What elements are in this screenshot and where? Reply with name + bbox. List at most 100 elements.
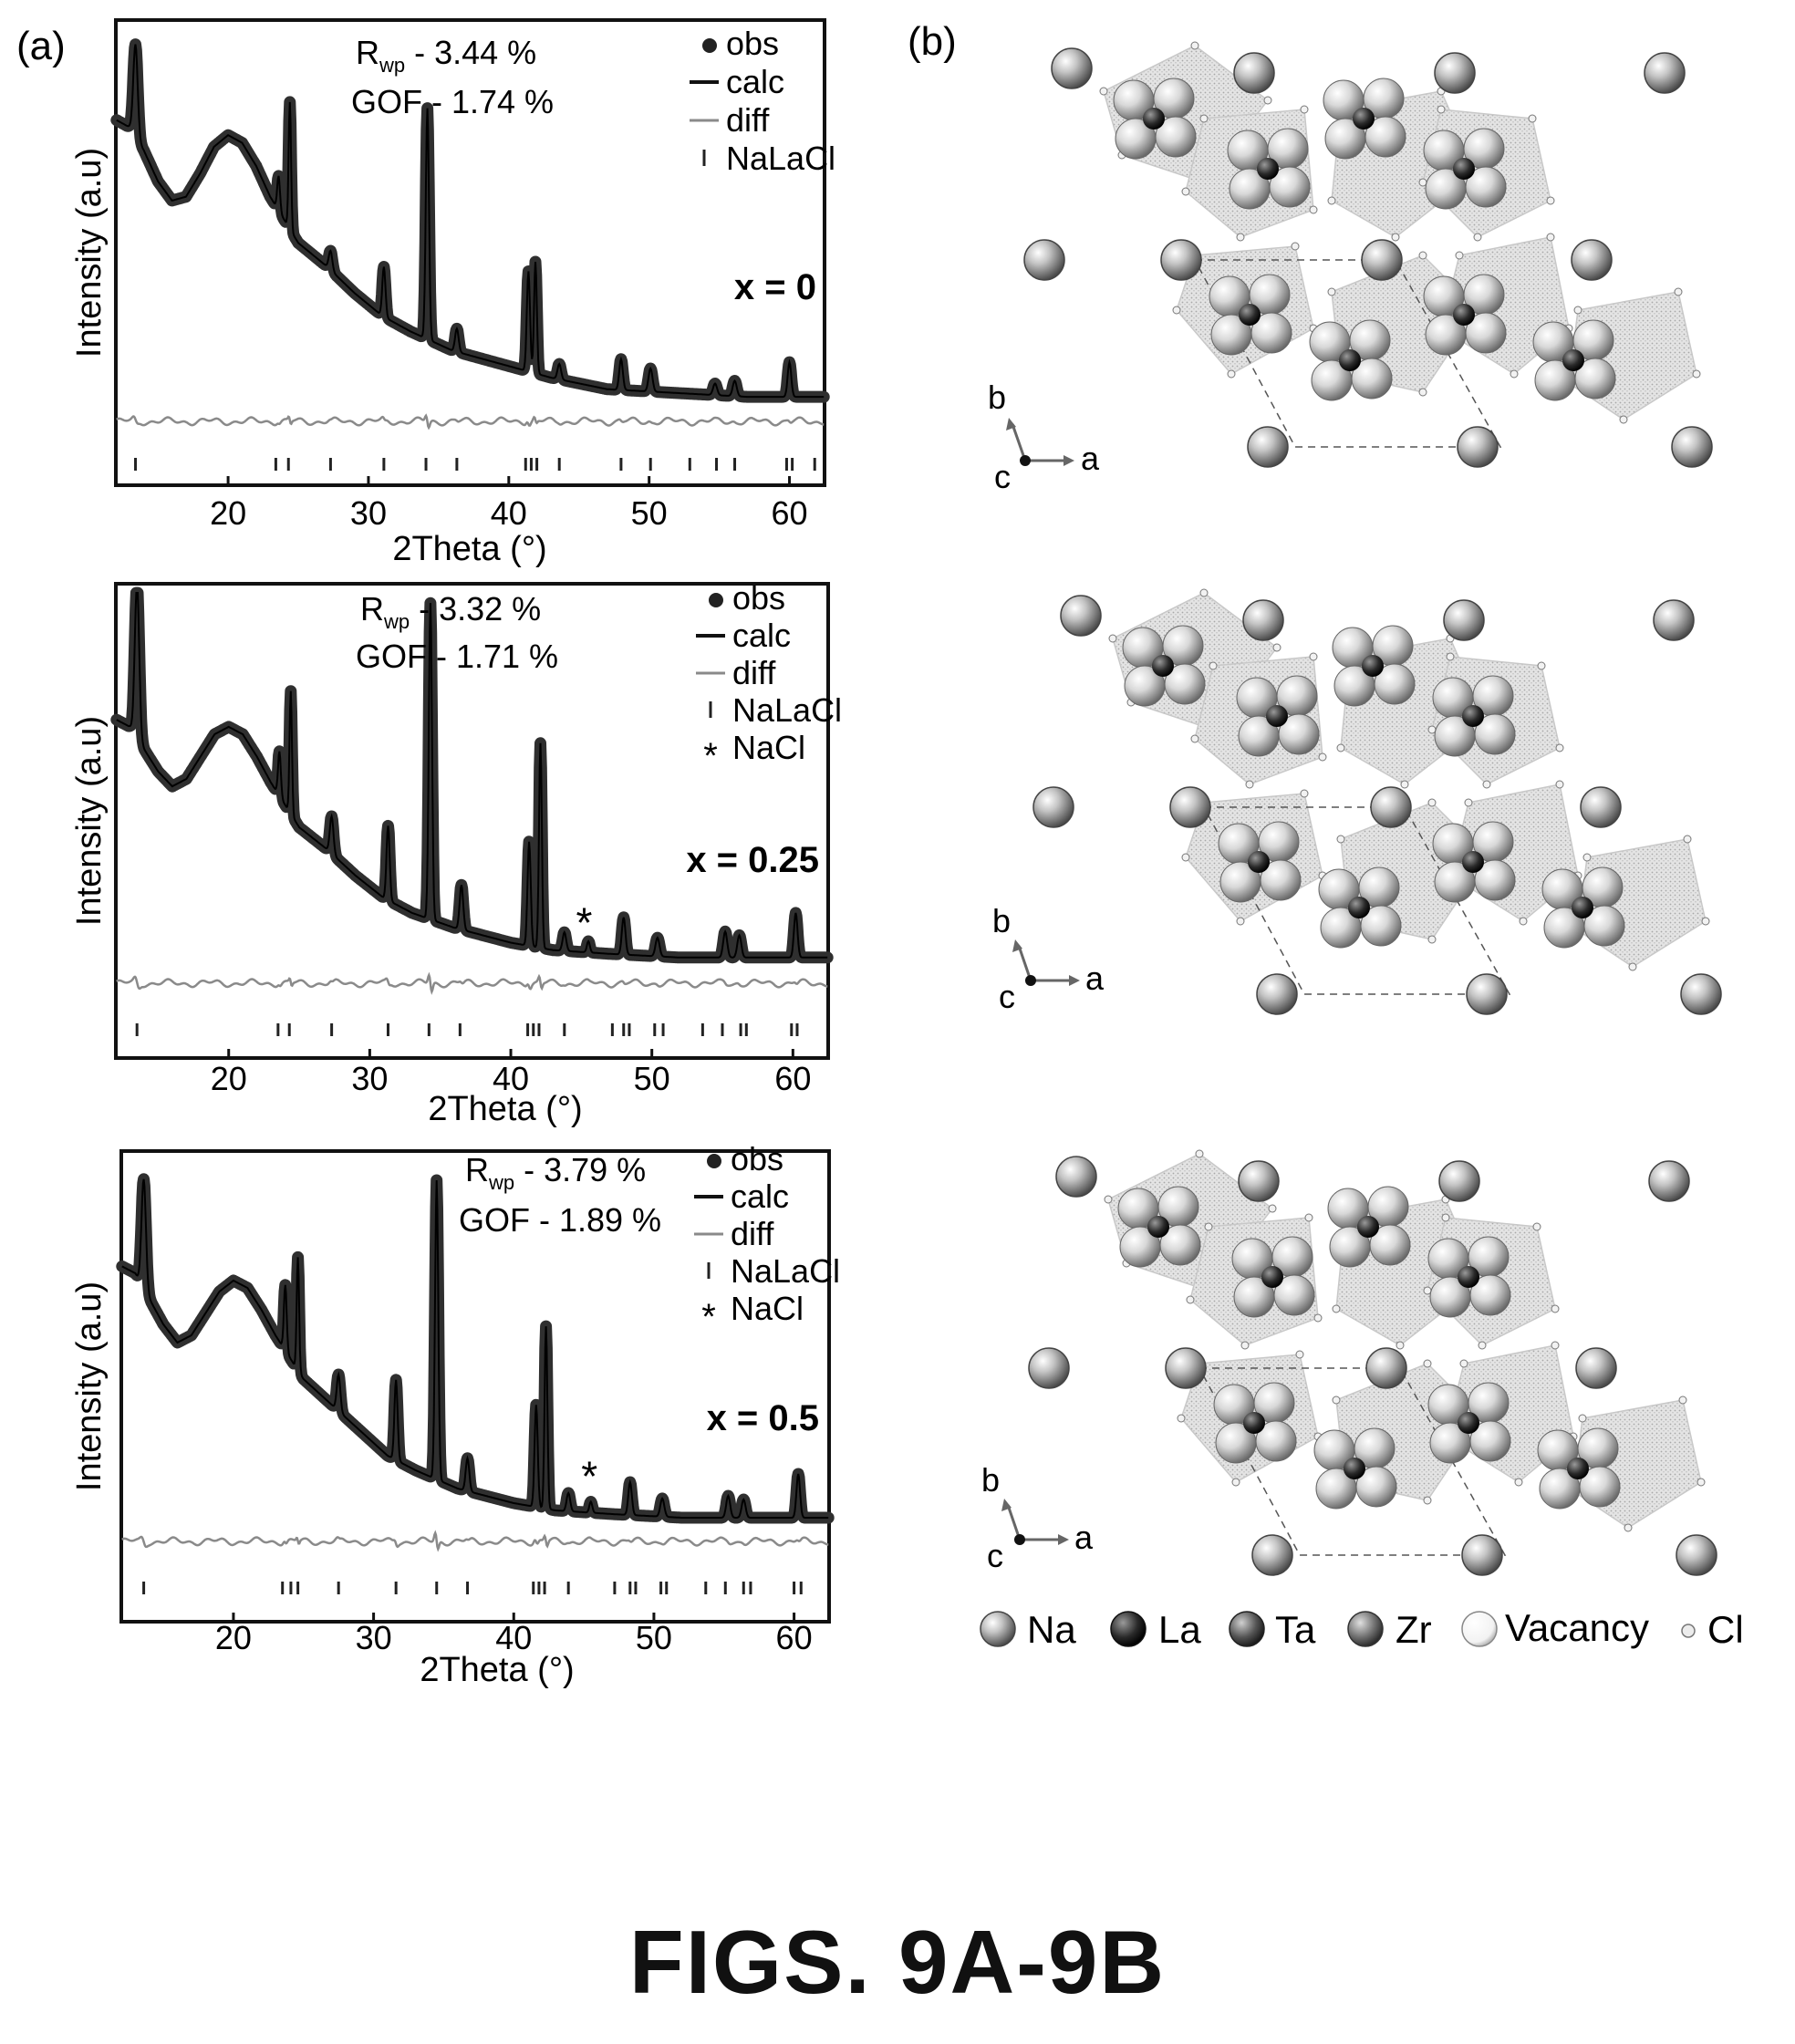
x-tick-label: 20: [211, 1060, 247, 1097]
cl-atom-icon: [1437, 105, 1446, 114]
x-tick-label: 20: [215, 1619, 252, 1656]
cl-atom-icon: [1190, 734, 1199, 743]
impurity-star-marker: *: [581, 1453, 597, 1500]
cl-atom-icon: [1309, 652, 1318, 661]
x-axis-label: 2Theta (°): [420, 1651, 574, 1689]
vacancy-atom-icon: [1374, 663, 1416, 705]
b-axis-label: b: [992, 902, 1011, 939]
diff-series: [121, 1530, 829, 1552]
na-atom-icon: [1361, 239, 1403, 281]
b-arrow-head: [1012, 939, 1022, 952]
na-atom-icon: [1256, 973, 1298, 1015]
cl-atom-icon: [1190, 41, 1199, 50]
c-axis-label: c: [999, 978, 1015, 1015]
cl-atom-icon: [1546, 233, 1555, 242]
la-atom-icon: [1348, 897, 1370, 918]
b-arrow-head: [1006, 418, 1016, 431]
cl-atom-icon: [1455, 251, 1464, 260]
cl-atom-icon: [1304, 1213, 1313, 1222]
cl-atom-icon: [1104, 1195, 1113, 1204]
x-tick-label: 40: [491, 494, 527, 532]
legend-zr: Zr: [1347, 1608, 1432, 1651]
c-axis-dot: [1025, 975, 1036, 986]
a-arrow-head: [1058, 1534, 1069, 1545]
cl-atom-icon: [1313, 1313, 1323, 1323]
chart-frame: [114, 18, 826, 487]
la-atom-icon: [1362, 655, 1384, 677]
c-axis-label: c: [994, 458, 1011, 495]
na-atom-icon: [1461, 1534, 1503, 1576]
axis-triad-1: b c a: [988, 379, 1100, 495]
impurity-star-marker: *: [576, 899, 592, 947]
cl-atom-icon: [1236, 233, 1245, 242]
x-tick-label: 40: [495, 1619, 532, 1656]
la-atom-icon: [1147, 1216, 1169, 1238]
na-atom-icon: [1644, 52, 1686, 94]
vacancy-atom-icon: [1465, 166, 1507, 208]
vacancy-sphere-icon: [1461, 1611, 1498, 1647]
la-atom-icon: [1353, 108, 1375, 130]
na-atom-icon: [1370, 786, 1412, 828]
vacancy-atom-icon: [1273, 1274, 1315, 1316]
cl-atom-icon: [1300, 789, 1309, 798]
structure-view-1: [1023, 41, 1713, 468]
calc-series: [116, 44, 825, 399]
cl-atom-icon: [1327, 287, 1336, 296]
na-sphere-icon: [980, 1611, 1016, 1647]
vacancy-atom-icon: [1278, 713, 1320, 755]
cl-atom-icon: [1624, 1523, 1633, 1532]
la-atom-icon: [1339, 349, 1361, 371]
la-atom-icon: [1357, 1216, 1379, 1238]
obs-legend-dot-icon: [707, 1154, 721, 1168]
x-tick-label: 30: [356, 1619, 392, 1656]
cl-atom-icon: [1245, 780, 1254, 789]
x-tick-label: 50: [631, 494, 668, 532]
a-arrow-head: [1064, 455, 1074, 466]
cl-atom-icon: [1099, 87, 1108, 96]
na-atom-icon: [1434, 52, 1476, 94]
vacancy-atom-icon: [1369, 1224, 1411, 1266]
na-atom-icon: [1251, 1534, 1293, 1576]
cl-atom-icon: [1391, 233, 1400, 242]
cl-atom-icon: [1336, 835, 1345, 844]
cl-atom-icon: [1181, 187, 1190, 196]
legend-label: Cl: [1707, 1608, 1744, 1651]
cl-atom-icon: [1514, 1478, 1523, 1487]
vacancy-atom-icon: [1250, 312, 1292, 354]
cl-atom-icon: [1181, 853, 1190, 862]
na-atom-icon: [1457, 426, 1499, 468]
cl-atom-icon: [1327, 196, 1336, 205]
cl-atom-icon: [1291, 242, 1300, 251]
cl-atom-icon: [1240, 1341, 1250, 1350]
legend-ta: Ta: [1229, 1608, 1316, 1651]
b-axis-arrow: [1017, 945, 1032, 981]
legend-na: Na: [980, 1608, 1076, 1651]
na-atom-icon: [1238, 1160, 1280, 1202]
cl-atom-icon: [1696, 1478, 1706, 1487]
cl-atom-icon: [1473, 233, 1482, 242]
na-atom-icon: [1466, 973, 1508, 1015]
na-atom-icon: [1671, 426, 1713, 468]
legend-entry-label: NaLaCl: [732, 691, 842, 729]
legend-entry-label: calc: [732, 617, 791, 654]
stats-gof: GOF - 1.74 %: [351, 83, 554, 120]
vacancy-atom-icon: [1474, 713, 1516, 755]
cl-atom-icon: [1555, 780, 1564, 789]
cl-atom-icon: [1578, 1414, 1587, 1423]
cl-atom-icon: [1418, 388, 1427, 397]
cl-atom-icon: [1300, 105, 1309, 114]
cl-atom-icon: [1519, 917, 1528, 926]
na-atom-icon: [1165, 1347, 1207, 1389]
cl-atom-icon: [1195, 1149, 1204, 1158]
legend-cl: Cl: [1681, 1608, 1744, 1651]
na-atom-icon: [1676, 1534, 1717, 1576]
la-atom-icon: [1562, 349, 1584, 371]
cl-atom-icon: [1318, 752, 1327, 762]
cl-atom-icon: [1464, 798, 1473, 807]
cl-atom-icon: [1332, 1396, 1341, 1405]
cl-atom-icon: [1172, 306, 1181, 315]
na-atom-icon: [1169, 786, 1211, 828]
axis-triad-3: b c a: [981, 1461, 1094, 1574]
cl-atom-icon: [1199, 588, 1209, 597]
